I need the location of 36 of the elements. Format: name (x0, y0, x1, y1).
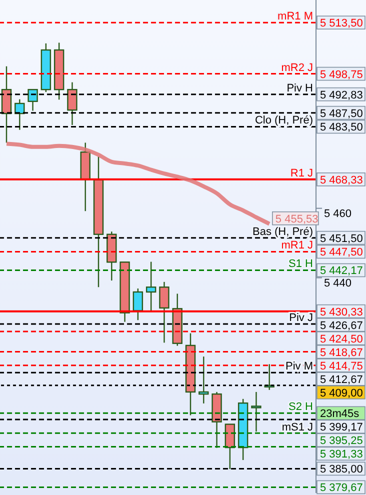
text: 5 468,33 (320, 174, 363, 186)
ref-line-label: S2 H (288, 401, 314, 414)
text: 5 385,00 (320, 464, 363, 476)
text: 5 379,67 (320, 482, 363, 494)
ref-line-label: Piv H (286, 82, 314, 94)
text: 5 395,25 (320, 435, 363, 448)
ref-line-label: R1 J (290, 167, 313, 180)
ref-line-label: mS1 J (282, 422, 313, 434)
data-label: 5 455,53 (275, 213, 318, 226)
ref-line-label: Clo (H, Pré) (254, 114, 313, 127)
text: 5 487,50 (320, 108, 363, 120)
text: 5 483,50 (320, 122, 363, 134)
text: 5 498,75 (320, 68, 363, 81)
y-tick-label: 5 460 (324, 208, 352, 220)
ref-line-label: mR1 J (281, 240, 313, 252)
ref-line-label: Bas (H, Pré) (252, 226, 313, 238)
text: 5 391,33 (320, 448, 363, 461)
text: 5 451,50 (320, 232, 363, 245)
text: 5 414,75 (320, 360, 363, 372)
text: 5 412,67 (320, 374, 363, 386)
text: 5 447,50 (320, 246, 363, 259)
ref-line-label: mR2 J (281, 62, 313, 74)
text: 5 492,83 (320, 89, 363, 102)
text: 5 424,50 (320, 333, 363, 346)
text: 5 409,00 (320, 387, 363, 400)
text: 5 399,17 (320, 422, 363, 434)
text: 5 513,50 (320, 18, 363, 30)
text: 5 426,67 (320, 320, 363, 332)
text: 5 442,17 (320, 265, 363, 278)
text: 5 430,33 (320, 306, 363, 318)
text: 5 418,67 (320, 346, 363, 359)
text: 23m45s (320, 408, 360, 420)
ref-line-label: mR1 M (278, 10, 313, 23)
ref-line-label: S1 H (288, 258, 314, 270)
ref-line-label: Piv J (289, 312, 313, 324)
y-tick-label: 5 440 (324, 278, 352, 290)
